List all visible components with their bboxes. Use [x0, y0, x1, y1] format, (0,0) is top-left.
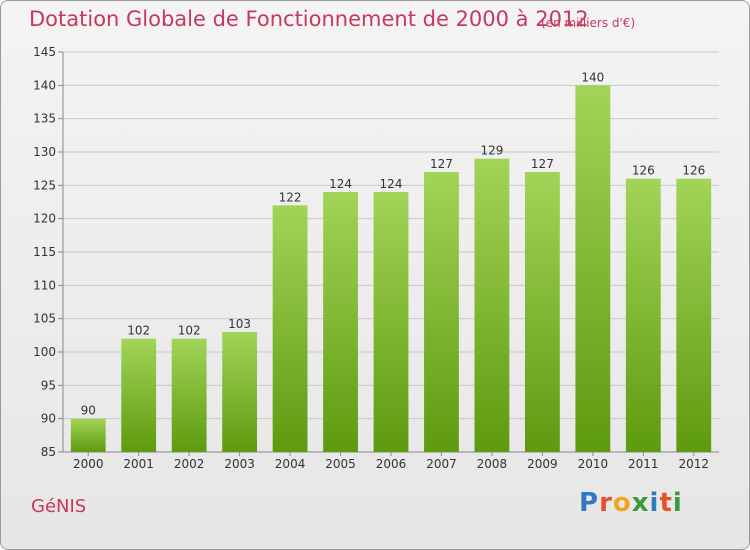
y-tick-label: 85: [41, 445, 56, 459]
y-tick-label: 145: [33, 45, 56, 59]
x-tick-label-2003: 2003: [224, 457, 255, 471]
logo-letter: P: [579, 488, 600, 518]
x-tick-label-2010: 2010: [578, 457, 609, 471]
value-label-2008: 129: [480, 144, 503, 158]
logo-letter: i: [672, 488, 683, 518]
x-tick-label-2006: 2006: [376, 457, 407, 471]
bar-2012: [676, 178, 712, 452]
value-label-2001: 102: [127, 324, 150, 338]
y-tick-label: 135: [33, 112, 56, 126]
y-tick-label: 140: [33, 78, 56, 92]
x-tick-label-2004: 2004: [275, 457, 306, 471]
bar-2011: [625, 178, 661, 452]
value-label-2007: 127: [430, 157, 453, 171]
x-tick-label-2011: 2011: [628, 457, 659, 471]
value-label-2006: 124: [380, 177, 403, 191]
x-tick-label-2002: 2002: [174, 457, 205, 471]
logo-letter: r: [599, 488, 613, 518]
y-tick-label: 120: [33, 212, 56, 226]
x-tick-label-2001: 2001: [123, 457, 154, 471]
town-name: GéNIS: [31, 496, 87, 517]
value-label-2003: 103: [228, 317, 251, 331]
bar-chart: 85 90 95 100 105 110 115 120 125 130 135 140 145 90 20…: [33, 45, 719, 471]
bar-2003: [222, 332, 258, 452]
value-label-2005: 124: [329, 177, 352, 191]
bar-2010: [575, 85, 611, 452]
chart-unit-label: (en milliers d'€): [541, 16, 636, 30]
bar-2006: [373, 192, 409, 452]
bar-2009: [524, 172, 560, 452]
bar-2008: [474, 158, 510, 452]
y-tick-label: 90: [41, 412, 56, 426]
x-tick-label-2000: 2000: [73, 457, 104, 471]
y-tick-label: 110: [33, 278, 56, 292]
value-label-2011: 126: [632, 164, 655, 178]
y-tick-label: 95: [41, 378, 56, 392]
value-label-2010: 140: [581, 70, 604, 84]
y-tick-label: 105: [33, 312, 56, 326]
bar-2000: [70, 418, 106, 452]
x-tick-label-2012: 2012: [678, 457, 709, 471]
bar-2005: [323, 192, 358, 452]
proxiti-logo[interactable]: Proxiti: [579, 488, 683, 518]
x-tick-label-2009: 2009: [527, 457, 558, 471]
bar-2002: [171, 338, 207, 452]
y-tick-label: 130: [33, 145, 56, 159]
bar-2007: [424, 172, 459, 452]
y-tick-label: 100: [33, 345, 56, 359]
x-tick-label-2005: 2005: [325, 457, 356, 471]
y-tick-label: 125: [33, 178, 56, 192]
y-tick-label: 115: [33, 245, 56, 259]
value-label-2004: 122: [279, 190, 302, 204]
bar-2001: [121, 338, 157, 452]
value-label-2000: 90: [81, 404, 96, 418]
value-label-2009: 127: [531, 157, 554, 171]
bar-2004: [272, 205, 308, 452]
x-tick-label-2007: 2007: [426, 457, 457, 471]
x-tick-label-2008: 2008: [477, 457, 508, 471]
logo-letter: o: [612, 488, 632, 518]
value-label-2002: 102: [178, 324, 201, 338]
logo-letter: t: [659, 488, 673, 518]
logo-letter: x: [631, 488, 650, 518]
value-label-2012: 126: [682, 164, 705, 178]
logo-letter: i: [649, 488, 660, 518]
chart-title: Dotation Globale de Fonctionnement de 20…: [29, 7, 589, 31]
